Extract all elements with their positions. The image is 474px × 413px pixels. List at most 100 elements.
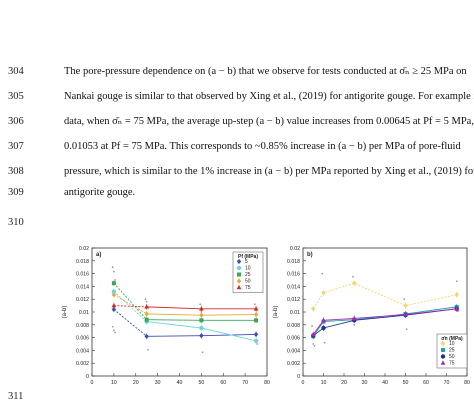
legend-marker — [441, 348, 445, 352]
scatter-point — [323, 341, 326, 344]
data-point — [199, 318, 204, 323]
data-point — [111, 289, 117, 294]
y-tick-label: 0.002 — [76, 361, 89, 367]
y-tick-label: 0.008 — [76, 323, 89, 329]
legend-label: 75 — [449, 361, 455, 367]
x-tick-label: 20 — [133, 380, 139, 384]
scatter-point — [200, 311, 203, 313]
data-point — [253, 306, 259, 311]
x-tick-label: 80 — [464, 380, 470, 384]
text-line-307: 307 0.01053 at Pf = 75 MPa. This corresp… — [0, 137, 474, 157]
x-tick-label: 60 — [220, 380, 226, 384]
legend-marker — [440, 360, 446, 365]
series-dash-segment — [113, 305, 147, 308]
y-tick-label: 0.02 — [79, 246, 89, 252]
text-line-304: 304 The pore-pressure dependence on (a −… — [0, 62, 474, 82]
scatter-point — [311, 325, 313, 327]
x-tick-label: 10 — [111, 380, 117, 384]
data-point — [321, 325, 326, 331]
paragraph-line: data, when σ̄ₙ = 75 MPa, the average up-… — [64, 116, 474, 127]
line-number: 305 — [8, 91, 24, 102]
scatter-point — [353, 323, 356, 326]
data-point — [111, 306, 117, 313]
legend-label: 50 — [245, 279, 251, 285]
text-line-309: 309 antigorite gouge. — [0, 183, 474, 203]
paragraph-line: antigorite gouge. — [64, 187, 136, 198]
scatter-point — [352, 275, 354, 278]
data-point — [253, 331, 259, 337]
y-tick-label: 0.018 — [287, 259, 300, 265]
data-point — [352, 280, 357, 286]
legend-marker — [236, 278, 242, 284]
data-point — [454, 292, 459, 298]
y-tick-label: 0.008 — [287, 323, 300, 329]
series-line — [312, 308, 457, 335]
paragraph-line: The pore-pressure dependence on (a − b) … — [64, 66, 467, 77]
panel-label: a) — [96, 252, 101, 258]
scatter-point — [256, 343, 259, 345]
x-tick-label: 60 — [423, 380, 429, 384]
y-tick-label: 0.004 — [76, 348, 89, 354]
series-dash-segment — [113, 309, 147, 337]
y-tick-label: 0 — [297, 374, 300, 380]
legend-marker — [236, 284, 242, 290]
scatter-point — [455, 280, 458, 283]
data-point — [199, 325, 204, 331]
scatter-point — [111, 266, 114, 269]
data-point — [111, 281, 116, 286]
data-point — [253, 311, 259, 318]
scatter-point — [405, 328, 408, 331]
y-axis-label: (a-b) — [62, 306, 68, 319]
text-line-310: 310 — [0, 213, 474, 233]
scatter-point — [313, 345, 316, 347]
data-point — [403, 311, 408, 317]
data-point — [144, 304, 150, 309]
panel-label: b) — [307, 252, 313, 258]
y-tick-label: 0 — [86, 374, 89, 380]
data-point — [310, 331, 316, 337]
series-dash-segment — [113, 294, 147, 315]
series-line — [312, 308, 457, 337]
scatter-point — [112, 270, 115, 273]
legend-label: 75 — [245, 285, 251, 291]
y-tick-label: 0.01 — [79, 310, 89, 316]
y-tick-label: 0.018 — [76, 259, 89, 265]
legend-label: 25 — [449, 348, 455, 354]
y-tick-label: 0.006 — [76, 336, 89, 342]
data-point — [351, 315, 357, 321]
y-tick-label: 0.004 — [287, 348, 300, 354]
scatter-point — [112, 329, 115, 332]
y-tick-label: 0.02 — [290, 246, 300, 252]
chart-panel-a: 0 0.002 0.004 0.006 0.008 0.01 0.012 0.014 0.016… — [62, 246, 270, 384]
scatter-point — [199, 303, 202, 306]
legend-label: 50 — [449, 354, 455, 360]
y-tick-label: 0.016 — [287, 272, 300, 278]
y-axis-label: (a-b) — [273, 306, 279, 319]
series-dash-segment — [113, 291, 147, 322]
x-tick-label: 80 — [264, 380, 270, 384]
scatter-point — [201, 351, 204, 354]
scatter-point — [321, 272, 324, 275]
legend-marker — [237, 272, 241, 277]
text-line-311: 311 — [0, 387, 474, 407]
legend-marker — [236, 258, 242, 265]
legend-title: Pf (MPa) — [238, 254, 258, 260]
x-tick-label: 10 — [321, 380, 327, 384]
data-point — [403, 303, 408, 309]
text-line-306: 306 data, when σ̄ₙ = 75 MPa, the average… — [0, 112, 474, 132]
legend-title: σ̄n (MPa) — [441, 336, 463, 342]
scatter-point — [144, 298, 147, 301]
text-line-308: 308 pressure, which is similar to the 1%… — [0, 162, 474, 182]
chart-panel-b: 0 0.002 0.004 0.006 0.008 0.01 0.012 0.014 0.016… — [273, 246, 470, 384]
legend-box — [232, 251, 264, 293]
line-number: 306 — [8, 116, 24, 127]
y-tick-label: 0.006 — [287, 336, 300, 342]
scatter-point — [403, 298, 406, 301]
legend-marker — [440, 354, 446, 359]
y-tick-label: 0.002 — [287, 361, 300, 367]
scatter-point — [312, 343, 315, 345]
legend-marker — [236, 265, 242, 271]
scatter-point — [457, 310, 459, 313]
legend-marker — [440, 340, 446, 347]
y-tick-label: 0.012 — [76, 297, 89, 303]
